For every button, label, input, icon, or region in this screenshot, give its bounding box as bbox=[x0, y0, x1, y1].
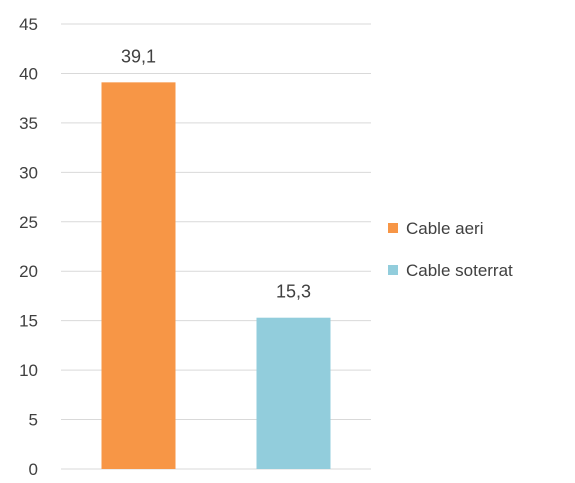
data-label-cable-soterrat: 15,3 bbox=[276, 282, 311, 302]
legend-label-0: Cable aeri bbox=[406, 219, 484, 238]
bars bbox=[101, 82, 331, 469]
legend-swatch-1 bbox=[388, 265, 398, 275]
y-tick-label-20: 20 bbox=[19, 262, 38, 281]
y-tick-label-30: 30 bbox=[19, 163, 38, 182]
y-tick-label-25: 25 bbox=[19, 213, 38, 232]
y-tick-label-40: 40 bbox=[19, 64, 38, 83]
y-tick-label-35: 35 bbox=[19, 114, 38, 133]
bar-cable-soterrat bbox=[256, 317, 331, 469]
y-tick-label-5: 5 bbox=[29, 411, 38, 430]
y-tick-label-0: 0 bbox=[29, 460, 38, 478]
y-tick-label-15: 15 bbox=[19, 312, 38, 331]
legend-swatch-0 bbox=[388, 223, 398, 233]
legend-label-1: Cable soterrat bbox=[406, 261, 513, 280]
legend: Cable aeri Cable soterrat bbox=[388, 219, 513, 280]
y-axis: 0 5 10 15 20 25 30 35 40 45 bbox=[19, 15, 38, 479]
data-labels: 39,1 15,3 bbox=[121, 46, 311, 301]
data-label-cable-aeri: 39,1 bbox=[121, 46, 156, 66]
bar-cable-aeri bbox=[101, 82, 176, 469]
y-tick-label-45: 45 bbox=[19, 15, 38, 34]
y-tick-label-10: 10 bbox=[19, 361, 38, 380]
